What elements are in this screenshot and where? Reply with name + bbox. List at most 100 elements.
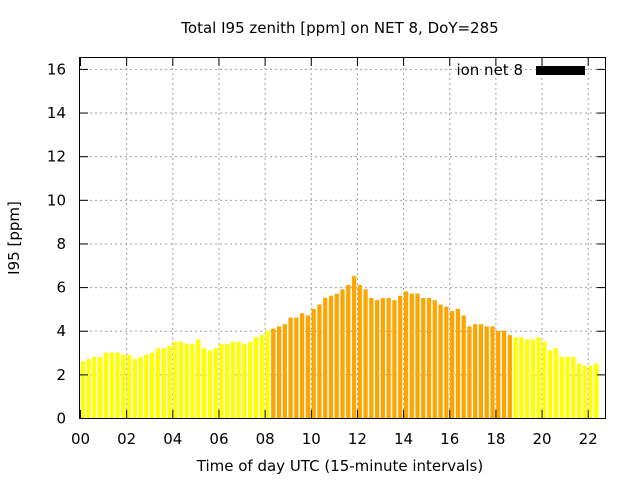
bar [542, 341, 547, 418]
bar [109, 352, 114, 418]
bar [271, 328, 276, 418]
legend-label: ion net 8 [456, 61, 523, 79]
bar [224, 343, 230, 418]
bar [282, 324, 287, 418]
x-tick-label: 08 [256, 430, 275, 448]
bar [86, 359, 91, 418]
plot-frame [79, 57, 606, 419]
bar [426, 298, 432, 418]
y-tick-label: 6 [56, 279, 66, 297]
bar [288, 317, 293, 418]
bar [565, 356, 570, 418]
bar [178, 341, 184, 418]
grid-lines [80, 58, 605, 418]
bar [455, 308, 461, 418]
bar [167, 346, 172, 418]
x-tick-label: 10 [302, 430, 321, 448]
bar [588, 365, 593, 418]
x-tick-label: 16 [440, 430, 459, 448]
bar [374, 300, 380, 418]
bar [571, 356, 576, 418]
bar [149, 352, 155, 418]
bar [421, 298, 426, 418]
bar [184, 343, 189, 418]
x-tick-label: 00 [71, 430, 90, 448]
bar [236, 341, 241, 418]
bar [230, 341, 236, 418]
bar [219, 343, 224, 418]
bar [92, 356, 97, 418]
y-tick-label: 0 [56, 410, 66, 428]
bar [103, 352, 109, 418]
x-tick-label: 18 [486, 430, 505, 448]
bar [144, 354, 149, 418]
bar [438, 304, 443, 418]
bar [576, 363, 582, 418]
bar [138, 356, 143, 418]
bar [484, 326, 489, 418]
bar [132, 359, 137, 418]
bar [386, 298, 391, 418]
bar [403, 291, 409, 418]
x-tick-label: 02 [117, 430, 136, 448]
bar [253, 337, 259, 418]
bar [432, 300, 437, 418]
bar [299, 313, 305, 418]
x-tick-label: 12 [348, 430, 367, 448]
bar [398, 295, 403, 418]
y-tick-label: 4 [56, 322, 66, 340]
bar [242, 343, 247, 418]
y-axis-label: I95 [ppm] [5, 201, 23, 275]
y-tick-label: 10 [47, 191, 66, 209]
bar [449, 311, 455, 418]
bar [323, 298, 328, 418]
bar [248, 341, 253, 418]
bar [548, 350, 553, 418]
bar [161, 348, 166, 418]
x-tick-label: 20 [532, 430, 551, 448]
chart-title: Total I95 zenith [ppm] on NET 8, DoY=285 [180, 19, 498, 37]
x-tick-label: 22 [579, 430, 598, 448]
x-tick-label: 14 [394, 430, 413, 448]
bar [380, 298, 386, 418]
bar [213, 348, 218, 418]
bar [501, 330, 507, 418]
bar [496, 330, 501, 418]
x-axis-label: Time of day UTC (15-minute intervals) [196, 457, 483, 475]
legend-swatch [536, 66, 585, 75]
bar [317, 304, 322, 418]
bar [444, 306, 449, 418]
bar [357, 284, 362, 418]
y-tick-label: 12 [47, 148, 66, 166]
bar [369, 298, 374, 418]
bar [363, 289, 368, 418]
bar [276, 326, 282, 418]
legend: ion net 8 [456, 61, 585, 79]
bar [351, 276, 357, 418]
bar [594, 363, 599, 418]
y-tick-label: 2 [56, 366, 66, 384]
bar [115, 352, 120, 418]
bar [530, 339, 536, 418]
bar [334, 293, 339, 418]
bar [524, 339, 530, 418]
bar [392, 300, 397, 418]
bar [478, 324, 484, 418]
bar [155, 348, 161, 418]
y-tick-label: 16 [47, 60, 66, 78]
bar [346, 284, 351, 418]
bar [126, 354, 132, 418]
bar [190, 343, 195, 418]
bar [461, 315, 466, 418]
bar [98, 356, 103, 418]
x-tick-label: 06 [209, 430, 228, 448]
bar [507, 335, 512, 418]
bar [513, 337, 518, 418]
bar [340, 289, 345, 418]
bar [536, 337, 541, 418]
y-tick-label: 14 [47, 104, 66, 122]
bar [80, 361, 86, 418]
